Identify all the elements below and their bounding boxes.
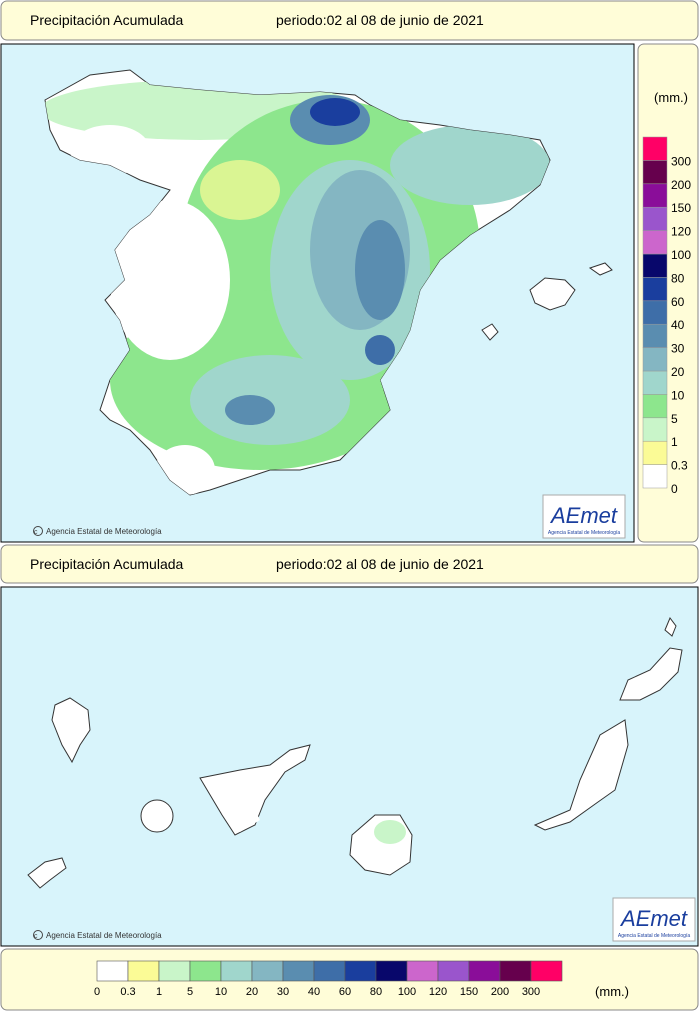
legend-label: 0 (94, 986, 100, 998)
legend-label: 20 (246, 986, 258, 998)
legend-swatch (642, 464, 668, 489)
legend-label: 100 (671, 248, 691, 262)
header-period: periodo:02 al 08 de junio de 2021 (276, 556, 484, 572)
legend-swatch (642, 300, 668, 325)
menorca (588, 262, 613, 276)
gran-canaria-rain (374, 820, 406, 844)
tenerife-south (228, 800, 260, 832)
el-hierro (27, 857, 67, 889)
legend-label: 5 (671, 412, 678, 426)
la-graciosa (664, 617, 677, 637)
credit: Agencia Estatal de Meteorología (46, 527, 162, 536)
legend-label: 30 (671, 342, 685, 356)
legend-swatch (642, 323, 668, 348)
legend-label: 0 (671, 482, 678, 496)
legend-right: 0 0.3 1 5 10 20 30 40 60 80 100 120 150 200 300 (642, 136, 691, 496)
legend-swatch (642, 253, 668, 278)
legend-swatch (642, 440, 668, 465)
legend-label: 300 (671, 154, 691, 168)
legend-label: 100 (398, 986, 416, 998)
legend-label: 80 (671, 271, 685, 285)
legend-unit: (mm.) (595, 984, 629, 999)
legend-swatch (642, 347, 668, 372)
legend-label: 40 (671, 318, 685, 332)
copyright-c: c (34, 933, 38, 940)
la-gomera (140, 799, 174, 833)
legend-swatch (282, 960, 315, 982)
legend-swatch (642, 230, 668, 255)
copyright-icon (33, 526, 43, 536)
legend-label: 30 (277, 986, 289, 998)
logo-subtitle: Agencia Estatal de Meteorología (548, 530, 620, 536)
legend-swatch (642, 417, 668, 442)
logo: AEmet (549, 503, 618, 528)
legend-swatch (642, 394, 668, 419)
logo-box (542, 494, 626, 539)
legend-swatch (499, 960, 532, 982)
legend-label: 0.3 (671, 459, 688, 473)
legend-label: 120 (671, 225, 691, 239)
legend-swatch (127, 960, 160, 982)
legend-swatch (642, 183, 668, 208)
legend-swatch (642, 136, 668, 161)
legend-label: 40 (308, 986, 320, 998)
header-panel (0, 0, 699, 41)
legend-label: 150 (671, 201, 691, 215)
legend-swatch (96, 960, 129, 982)
legend-swatch (220, 960, 253, 982)
header-title: Precipitación Acumulada (30, 556, 184, 572)
legend-label: 200 (491, 986, 509, 998)
legend-swatch (437, 960, 470, 982)
logo: AEmet (619, 906, 688, 931)
legend-swatch (642, 206, 668, 231)
legend-label: 60 (671, 295, 685, 309)
legend-label: 300 (522, 986, 540, 998)
legend-swatch (344, 960, 377, 982)
legend-label: 1 (671, 435, 678, 449)
copyright-icon (33, 930, 43, 940)
fuerteventura (533, 719, 629, 831)
legend-swatch (406, 960, 439, 982)
la-palma (51, 697, 91, 764)
legend-label: 1 (156, 986, 162, 998)
header-title: Precipitación Acumulada (30, 12, 184, 28)
map-canarias (0, 586, 699, 947)
legend-swatch (313, 960, 346, 982)
header-period: periodo:02 al 08 de junio de 2021 (276, 12, 484, 28)
legend-swatch (530, 960, 563, 982)
lanzarote (619, 647, 683, 701)
legend-label: 150 (460, 986, 478, 998)
copyright-c: c (34, 529, 38, 536)
logo-subtitle: Agencia Estatal de Meteorología (618, 933, 690, 939)
credit: Agencia Estatal de Meteorología (46, 931, 162, 940)
legend-swatch (642, 277, 668, 302)
logo-box (612, 897, 696, 942)
legend-swatch (468, 960, 501, 982)
legend-label: 120 (429, 986, 447, 998)
legend-label: 10 (671, 388, 685, 402)
precip-field (45, 80, 550, 495)
tenerife (199, 744, 311, 836)
legend-label: 10 (215, 986, 227, 998)
legend-unit: (mm.) (654, 90, 688, 105)
legend-label: 20 (671, 365, 685, 379)
legend-swatch (158, 960, 191, 982)
legend-swatch (642, 370, 668, 395)
ibiza (481, 323, 499, 341)
legend-label: 5 (187, 986, 193, 998)
legend-label: 200 (671, 178, 691, 192)
legend-swatch (642, 160, 668, 185)
mallorca (529, 277, 576, 311)
legend-swatch (189, 960, 222, 982)
legend-label: 0.3 (120, 986, 135, 998)
legend-label: 80 (370, 986, 382, 998)
legend-bottom: 0 0.3 1 5 10 20 30 40 60 80 100 120 150 200 300 (94, 960, 563, 998)
legend-swatch (375, 960, 408, 982)
header-panel (0, 544, 699, 584)
legend-label: 60 (339, 986, 351, 998)
legend-swatch (251, 960, 284, 982)
